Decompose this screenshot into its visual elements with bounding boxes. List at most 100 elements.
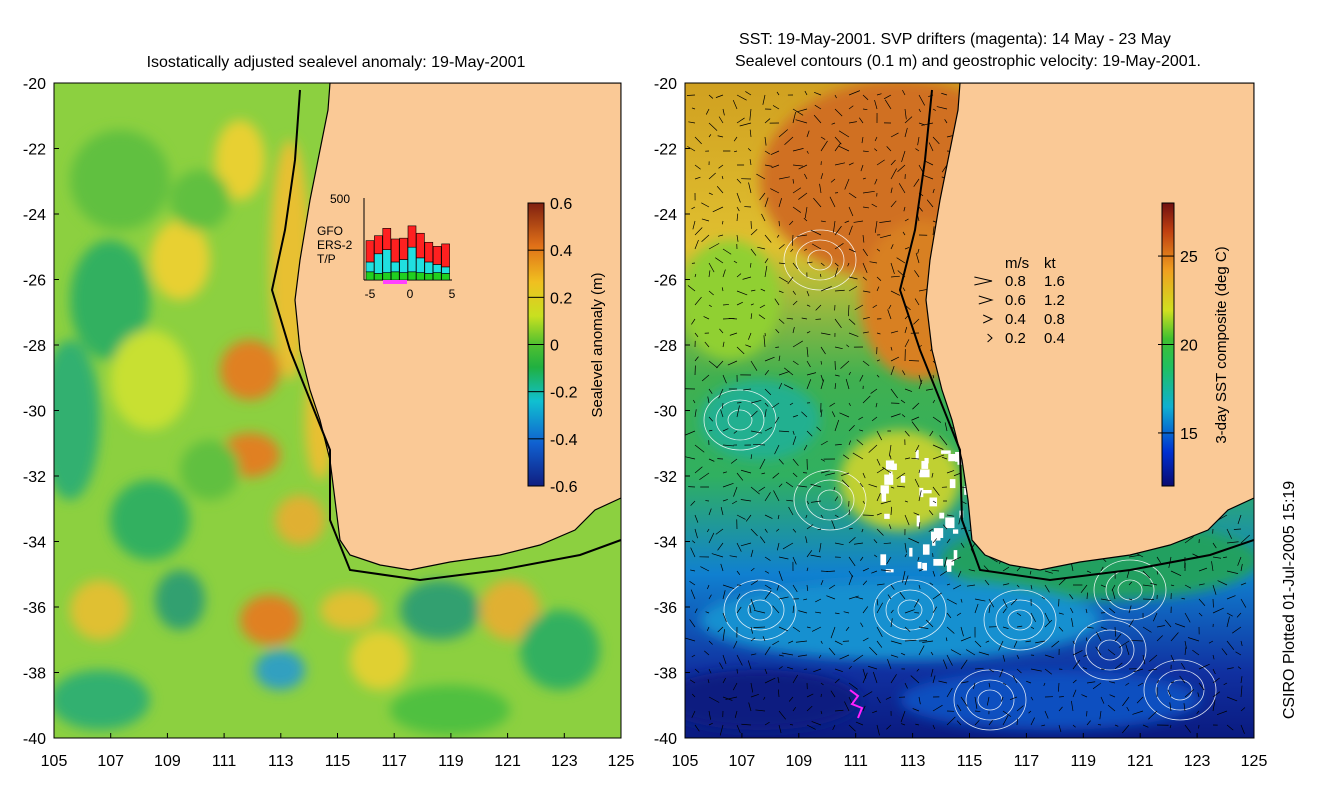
left-ytick-label: -36 <box>23 600 46 617</box>
histogram-bar-gfo <box>382 228 392 250</box>
velocity-key-arrow <box>978 295 994 305</box>
left-ytick-label: -24 <box>23 207 46 224</box>
histogram-ymax-label: 500 <box>330 192 350 206</box>
histogram-bar-ers-2 <box>374 253 383 274</box>
right-xtick-label: 119 <box>1071 753 1097 770</box>
slaTicks-label: 0.6 <box>550 196 572 213</box>
right-ytick-label: -40 <box>654 731 677 748</box>
sstTicks-label: 25 <box>1180 249 1198 266</box>
histogram-bar-gfo <box>390 238 400 263</box>
histogram-bar-tp <box>424 273 434 281</box>
sla-colorbar: 0.6 0.4 0.2 0 -0.2 -0.4 -0.6 Sealevel anomaly … <box>527 196 606 496</box>
histogram-bar-tp <box>365 271 375 281</box>
velocity-key-ms: 0.6 <box>1005 292 1026 309</box>
velocity-key-arrow <box>982 314 994 324</box>
histogram-bar-gfo <box>399 237 408 260</box>
left-xtick-label: 123 <box>551 753 578 770</box>
right-ytick-label: -38 <box>654 666 677 683</box>
plot-credit: CSIRO Plotted 01-Jul-2005 15:19 <box>1281 481 1298 719</box>
velocity-key-ms: 0.2 <box>1005 330 1026 347</box>
left-ytick-label: -26 <box>23 273 46 290</box>
histogram-bar-gfo <box>374 235 383 255</box>
right-xtick-label: 121 <box>1127 753 1154 770</box>
right-xtick-label: 123 <box>1184 753 1211 770</box>
svp-drifter-track <box>849 689 864 719</box>
slaTicks-label: 0.2 <box>550 290 572 307</box>
right-ytick-label: -30 <box>654 404 677 421</box>
left-axes: 105 107 109 111 113 115 117 119 121 123 125 -20 -22 -… <box>23 76 635 770</box>
histogram-bar-tp <box>407 271 417 281</box>
histogram-bar-gfo <box>416 232 425 259</box>
histogram-bar-ers-2 <box>382 249 392 273</box>
legend-tp: T/P <box>317 252 336 266</box>
slaTicks-label: -0.2 <box>550 385 578 402</box>
sla-colorbar-label: Sealevel anomaly (m) <box>589 272 606 417</box>
australia-land-right <box>925 83 1254 571</box>
histogram-bar-gfo <box>432 246 442 265</box>
slaTicks-label: -0.4 <box>550 432 578 449</box>
histogram-bar-tp <box>432 272 442 281</box>
histogram-bar-ers-2 <box>416 257 425 273</box>
shelf-break-line <box>270 89 621 582</box>
histogram-xtick-neg5: -5 <box>365 287 376 301</box>
left-xtick-label: 107 <box>97 753 124 770</box>
right-ytick-label: -20 <box>654 76 677 93</box>
right-xtick-label: 117 <box>1014 753 1040 770</box>
right-ytick-label: -26 <box>654 273 677 290</box>
velocity-key-kt-header: kt <box>1044 255 1057 272</box>
right-xtick-label: 115 <box>957 753 983 770</box>
right-xtick-label: 125 <box>1241 753 1268 770</box>
histogram-bar-tp <box>441 273 450 281</box>
left-ytick-label: -22 <box>23 142 46 159</box>
histogram-bar-ers-2 <box>399 259 408 273</box>
histogram-bar-ers-2 <box>441 266 450 274</box>
left-ytick-label: -30 <box>23 404 46 421</box>
histogram-bar-ers-2 <box>407 246 417 273</box>
legend-gfo: GFO <box>317 224 343 238</box>
drifter-period-bar <box>383 280 407 284</box>
histogram-xtick-0: 0 <box>407 287 414 301</box>
right-ytick-label: -36 <box>654 600 677 617</box>
histogram-bar-tp <box>374 273 383 281</box>
velocity-key-arrow <box>987 333 993 343</box>
sstTicks-label: 20 <box>1180 338 1198 355</box>
histogram-bar-ers-2 <box>432 264 442 273</box>
histogram-bar-tp <box>382 272 392 281</box>
sla-field <box>54 83 621 738</box>
right-axes: 105 107 109 111 113 115 117 119 121 123 125 -20 -22 -… <box>654 76 1268 770</box>
velocity-key-arrow <box>974 276 993 286</box>
velocity-key-ms-header: m/s <box>1005 255 1029 272</box>
left-xtick-label: 113 <box>268 753 294 770</box>
velocity-key-kt: 1.2 <box>1044 292 1065 309</box>
australia-land <box>294 83 621 571</box>
histogram-bar-gfo <box>424 241 434 263</box>
histogram-bar-tp <box>399 272 408 281</box>
slaTicks-label: 0.4 <box>550 243 572 260</box>
histogram-bar-gfo <box>365 240 375 263</box>
velocity-key-ms: 0.8 <box>1005 273 1026 290</box>
left-xtick-label: 111 <box>212 753 236 770</box>
left-ytick-label: -32 <box>23 469 46 486</box>
histogram-bar-ers-2 <box>365 261 375 273</box>
histogram-bar-ers-2 <box>390 261 400 273</box>
left-xtick-label: 119 <box>438 753 464 770</box>
velocity-key: m/s kt 0.8 1.6 0.6 1.2 0.4 0.8 0.2 0.4 <box>974 255 1065 347</box>
velocity-key-kt: 0.8 <box>1044 311 1065 328</box>
histogram-bar-gfo <box>441 243 450 268</box>
right-xtick-label: 107 <box>729 753 756 770</box>
right-ytick-label: -28 <box>654 338 677 355</box>
left-xtick-label: 121 <box>494 753 521 770</box>
shelf-break-line-right <box>898 89 1254 582</box>
left-xtick-label: 117 <box>381 753 407 770</box>
histogram-bar-ers-2 <box>424 261 434 274</box>
left-xtick-label: 125 <box>608 753 635 770</box>
right-xtick-label: 111 <box>844 753 868 770</box>
histogram-xtick-5: 5 <box>449 287 456 301</box>
sstTicks-label: 15 <box>1180 426 1198 443</box>
right-ytick-label: -32 <box>654 469 677 486</box>
left-ytick-label: -34 <box>23 535 46 552</box>
slaTicks-label: 0 <box>550 338 559 355</box>
left-title: Isostatically adjusted sealevel anomaly:… <box>147 54 526 71</box>
left-ytick-label: -38 <box>23 666 46 683</box>
